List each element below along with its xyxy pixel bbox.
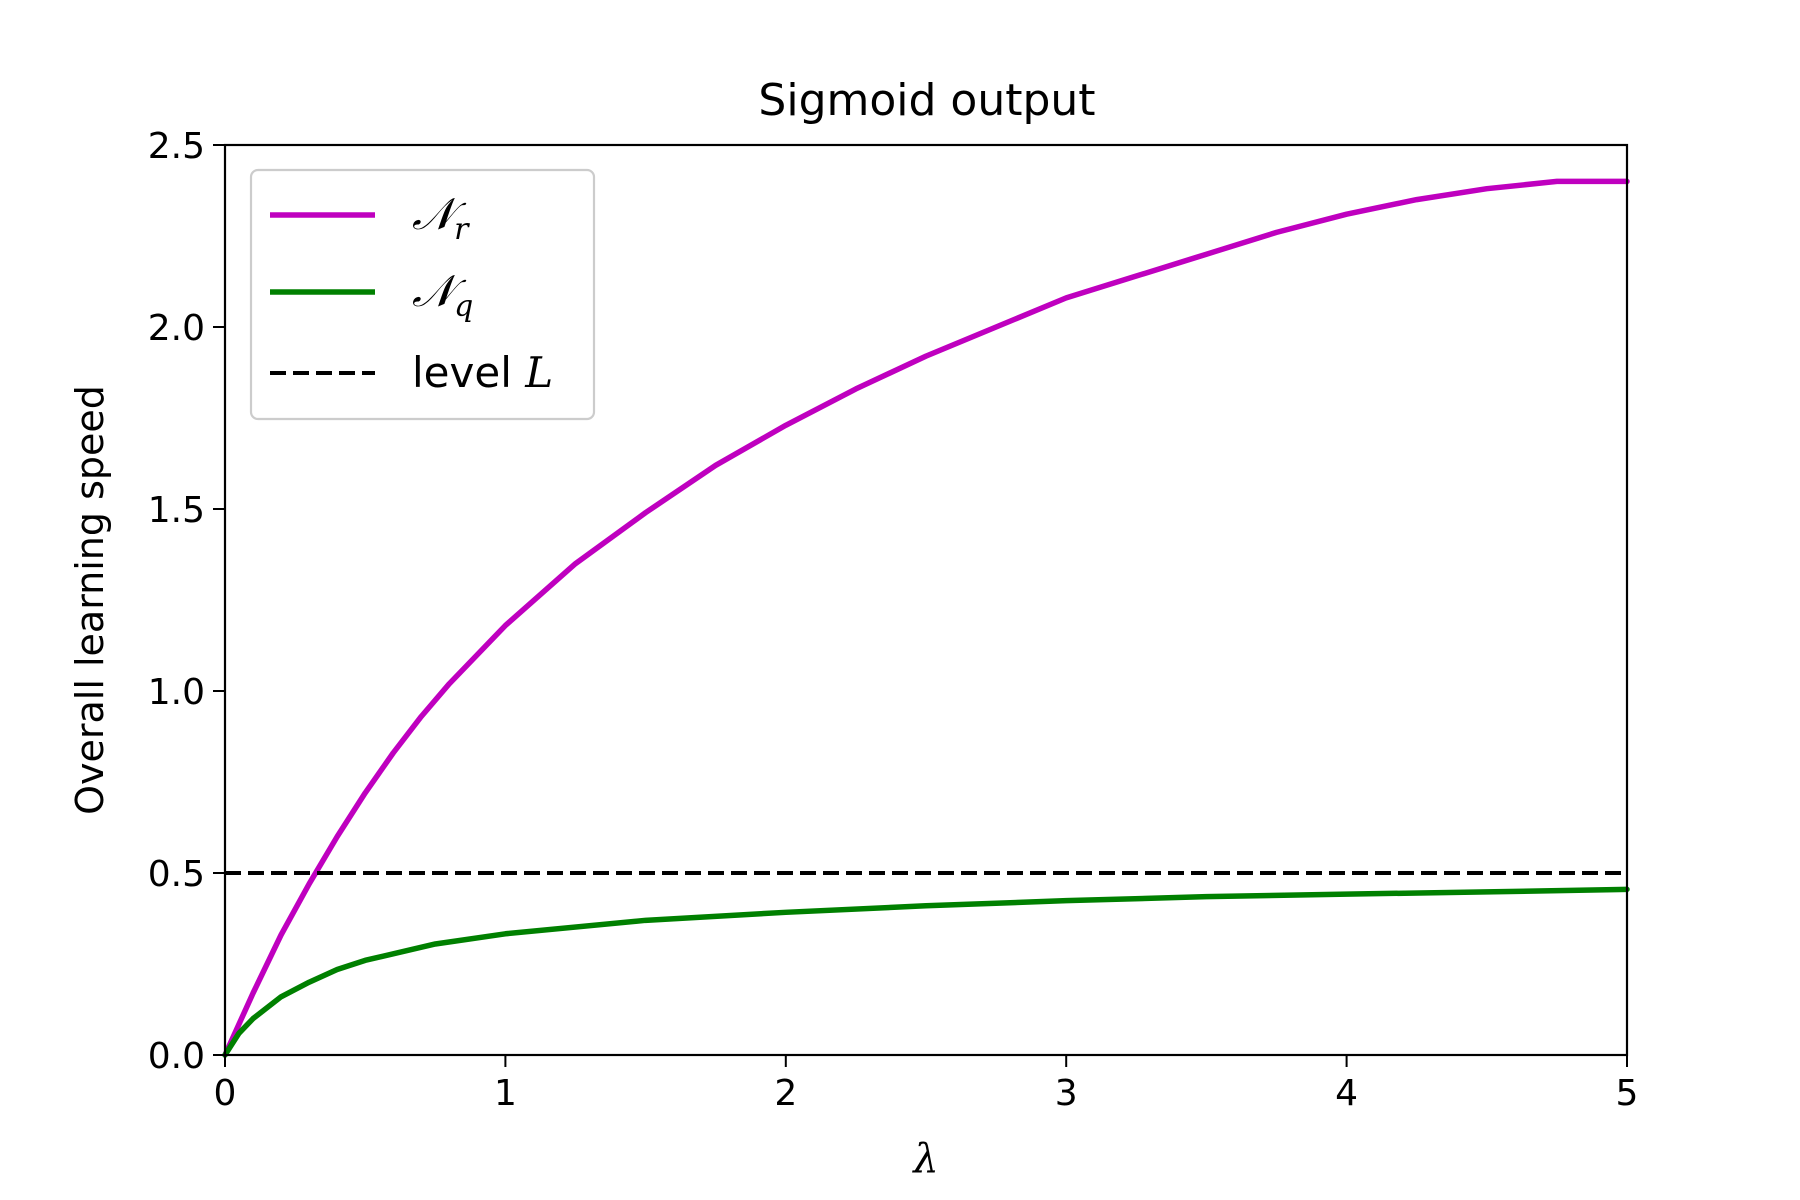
x-axis-ticks: 0 1 2 3 4 5 — [214, 1055, 1639, 1114]
y-tick-label: 2.5 — [148, 126, 205, 167]
legend-entries: 𝒩r 𝒩q level L — [270, 189, 553, 397]
x-tick-label: 1 — [494, 1073, 517, 1114]
x-tick-label: 3 — [1055, 1073, 1078, 1114]
y-axis-label: Overall learning speed — [68, 385, 112, 815]
y-tick-label: 1.5 — [148, 490, 205, 531]
y-axis-ticks: 0.0 0.5 1.0 1.5 2.0 2.5 — [148, 126, 225, 1077]
x-tick-label: 5 — [1616, 1073, 1639, 1114]
y-tick-label: 0.0 — [148, 1036, 205, 1077]
axes-frame — [223, 143, 1629, 1057]
y-tick-label: 1.0 — [148, 672, 205, 713]
y-tick-label: 2.0 — [148, 308, 205, 349]
x-tick-label: 0 — [214, 1073, 237, 1114]
legend-box — [249, 168, 596, 421]
series-line-1 — [222, 886, 1630, 1058]
series-layer — [222, 178, 1630, 1058]
x-tick-label: 2 — [774, 1073, 797, 1114]
chart-title: Sigmoid output — [758, 75, 1095, 126]
x-axis-label: λ — [911, 1136, 938, 1182]
legend-label-2: level L — [412, 348, 553, 397]
y-tick-label: 0.5 — [148, 854, 205, 895]
legend-label-1: 𝒩q — [412, 266, 473, 324]
series-line-0 — [222, 178, 1630, 1058]
x-tick-label: 4 — [1335, 1073, 1358, 1114]
legend: 𝒩r 𝒩q level L — [249, 168, 596, 421]
plot-area: 0 1 2 3 4 5 0.0 0.5 1.0 1.5 2.0 2.5 — [148, 126, 1639, 1114]
legend-label-0: 𝒩r — [412, 189, 470, 247]
